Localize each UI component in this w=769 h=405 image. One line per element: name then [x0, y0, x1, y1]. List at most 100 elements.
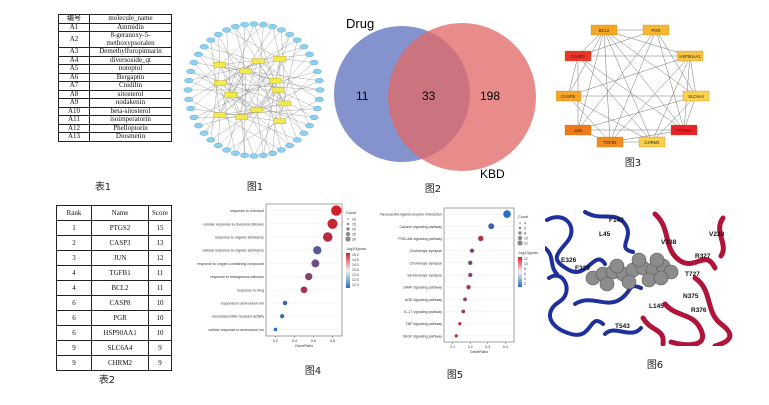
fig1-target-node [240, 152, 250, 158]
fig4-color-legend-title: -log10(pvalue) [346, 247, 366, 251]
fig5-count-legend-dot [518, 231, 522, 235]
table1-cell-id: A1 [58, 22, 90, 32]
fig5-color-legend-label: 6 [524, 272, 526, 276]
venn-right-count: 198 [480, 89, 500, 103]
fig3-node [638, 136, 666, 148]
fig3-node [670, 124, 698, 136]
fig1-target-node [314, 96, 324, 102]
venn-overlap-count: 33 [422, 89, 436, 103]
fig5-category-label: AGE signaling pathway [405, 298, 442, 302]
fig4-category-label: response to drug [237, 288, 264, 292]
table1-cell-name: Diosmetin [89, 132, 172, 142]
fig1-compound-node [250, 107, 264, 113]
table2-cell-rank: 6 [56, 325, 92, 341]
fig1-target-node [249, 21, 259, 27]
table1-row: A13 Diosmetin [58, 132, 172, 142]
fig4-count-legend-dot [345, 231, 351, 237]
fig1-target-node [206, 137, 216, 143]
fig4-count-legend-title: Count [346, 211, 357, 215]
fig1-target-node [314, 78, 324, 84]
fig3-node-label: SLC6A4 [688, 94, 704, 99]
fig1-target-node [309, 59, 319, 66]
fig4-count-legend-dot [345, 236, 351, 242]
fig1-edges [187, 23, 321, 157]
table1-header-name: molecule_name [89, 14, 172, 24]
fig5-x-tick: 0.2 [468, 345, 473, 349]
fig6-caption: 图6 [646, 360, 664, 371]
table1-caption: 表1 [94, 182, 112, 193]
fig3-node-label: TGFB1 [603, 140, 617, 145]
fig1-target-node [305, 51, 314, 57]
fig5-category-label: TNF signaling pathway [405, 322, 442, 326]
fig5-count-legend-title: Count [518, 215, 529, 219]
fig3-node [642, 24, 670, 36]
table2-cell-score: 10 [148, 295, 172, 311]
fig5-x-tick: 0.4 [503, 345, 508, 349]
table2-cell-score: 13 [148, 235, 172, 251]
venn-left-count: 11 [356, 89, 369, 103]
table2-cell-score: 11 [148, 280, 172, 296]
fig3-node-label: BCL2 [599, 28, 610, 33]
fig1-target-node [285, 142, 295, 149]
fig1-target-node [184, 96, 194, 102]
fig5-color-legend-label: 12 [524, 257, 528, 261]
fig5-count-legend-dot [519, 222, 521, 224]
fig4-x-tick: 0.8 [330, 339, 335, 343]
fig5-count-legend-label: 10 [524, 236, 528, 240]
table2-cell-rank: 3 [56, 250, 92, 266]
fig4-point [273, 327, 278, 332]
table2-cell-rank: 6 [56, 310, 92, 326]
fig1-target-node [183, 87, 193, 93]
table2-row: 9 CHRM2 9 [56, 355, 172, 371]
fig5-point [503, 210, 511, 218]
table1-row: A7 Cnidilin [58, 81, 172, 91]
fig4-point [311, 259, 320, 268]
table1-header-id: 编号 [58, 14, 90, 24]
fig1-target-node [189, 59, 199, 66]
fig3-node-label: PTGS2 [677, 128, 691, 133]
fig4-caption: 图4 [304, 366, 322, 377]
fig4-point [305, 272, 313, 281]
fig4-count-legend-label: 10 [352, 217, 356, 221]
table1-row: A5 notoptol [58, 64, 172, 74]
fig3-node [596, 136, 624, 148]
table2-cell-name: PGR [91, 310, 149, 326]
table2: Rank Name Score 1 PTGS2 15 2 CASP3 13 3 JUN 12 4 T… [56, 205, 172, 371]
fig3-node-label: CHRM2 [645, 140, 661, 145]
fig1-target-node [222, 147, 231, 153]
fig3-node-label: CASP3 [571, 54, 585, 59]
fig5-color-legend-label: 10 [524, 262, 528, 266]
fig6-residue-label: V338 [661, 239, 677, 246]
fig1-target-node [315, 87, 325, 93]
fig4-color-legend-bar [346, 253, 350, 288]
table1-cell-id: A3 [58, 47, 90, 57]
fig1-target-node [222, 27, 231, 33]
fig4-count-legend-label: 20 [352, 227, 356, 231]
venn-drug-label: Drug [346, 16, 374, 31]
fig6-ligand-atom [621, 274, 637, 290]
fig4-color-legend-label: 14.0 [352, 263, 359, 267]
fig1-target-node [277, 147, 286, 153]
fig5-color-legend-bar [518, 257, 522, 287]
fig6-ligand-atom [641, 272, 657, 288]
fig4-color-legend-label: 13.5 [352, 268, 359, 272]
fig6-ligand-atom [649, 252, 665, 268]
fig5-point [461, 309, 466, 314]
fig1-target-node [305, 123, 314, 129]
fig4-x-tick: 0.2 [273, 339, 278, 343]
fig5-caption: 图5 [446, 370, 464, 381]
fig6-residue-label: F142 [609, 217, 624, 224]
fig3-node-label: PGR [651, 28, 660, 33]
table1-cell-id: A2 [58, 31, 90, 48]
fig6-red-ribbon [640, 211, 733, 346]
table2-header-name: Name [91, 205, 149, 221]
fig1-compound-node [269, 78, 282, 84]
fig4-color-legend-label: 13.0 [352, 273, 359, 277]
fig4-category-label: response to oxygen-containing compound [197, 262, 264, 266]
fig2-caption: 图2 [424, 184, 442, 195]
table1-row: A11 isoimperatorin [58, 115, 172, 125]
fig3-node-label: JUN [574, 128, 582, 133]
fig5-color-legend-label: 2 [524, 282, 526, 286]
fig4-count-legend-label: 15 [352, 222, 356, 226]
